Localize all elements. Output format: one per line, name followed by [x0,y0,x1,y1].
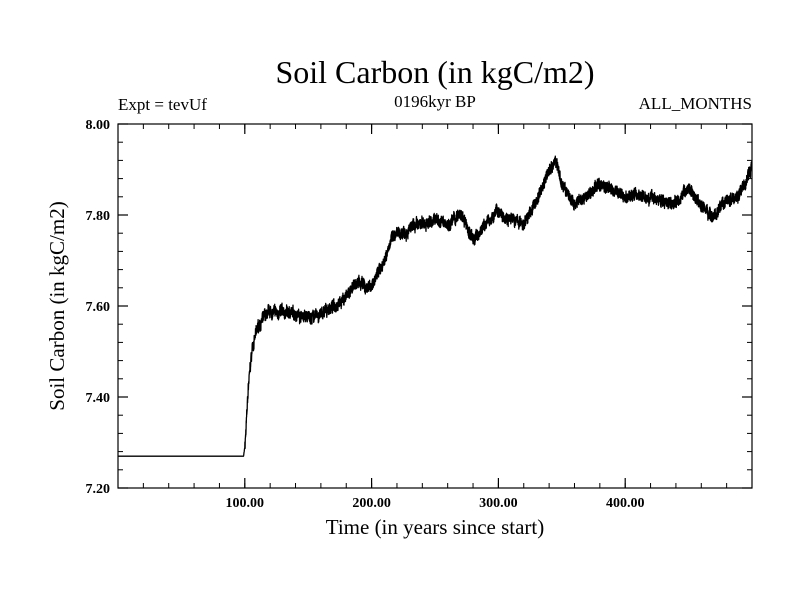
y-tick-label: 8.00 [86,118,111,133]
y-tick-label: 7.60 [86,300,111,315]
experiment-label: Expt = tevUf [118,95,207,114]
y-tick-label: 7.80 [86,209,111,224]
x-axis-label: Time (in years since start) [326,515,545,539]
plot-frame [117,123,753,489]
axis-ticks [117,123,753,489]
x-tick-label: 300.00 [479,496,518,511]
x-tick-label: 400.00 [606,496,645,511]
x-tick-label: 200.00 [352,496,391,511]
months-label: ALL_MONTHS [639,94,752,113]
chart-subtitle: 0196kyr BP [394,92,476,111]
y-axis-label: Soil Carbon (in kgC/m2) [45,201,69,410]
axis-tick-labels: 100.00 200.00 300.00 400.00 7.20 7.40 7.60 7.80… [86,118,645,511]
y-tick-label: 7.40 [86,391,111,406]
x-tick-label: 100.00 [226,496,265,511]
series-group [117,155,753,457]
y-tick-label: 7.20 [86,482,111,497]
series-line-soil-carbon [117,155,753,457]
chart-title: Soil Carbon (in kgC/m2) [275,54,594,90]
